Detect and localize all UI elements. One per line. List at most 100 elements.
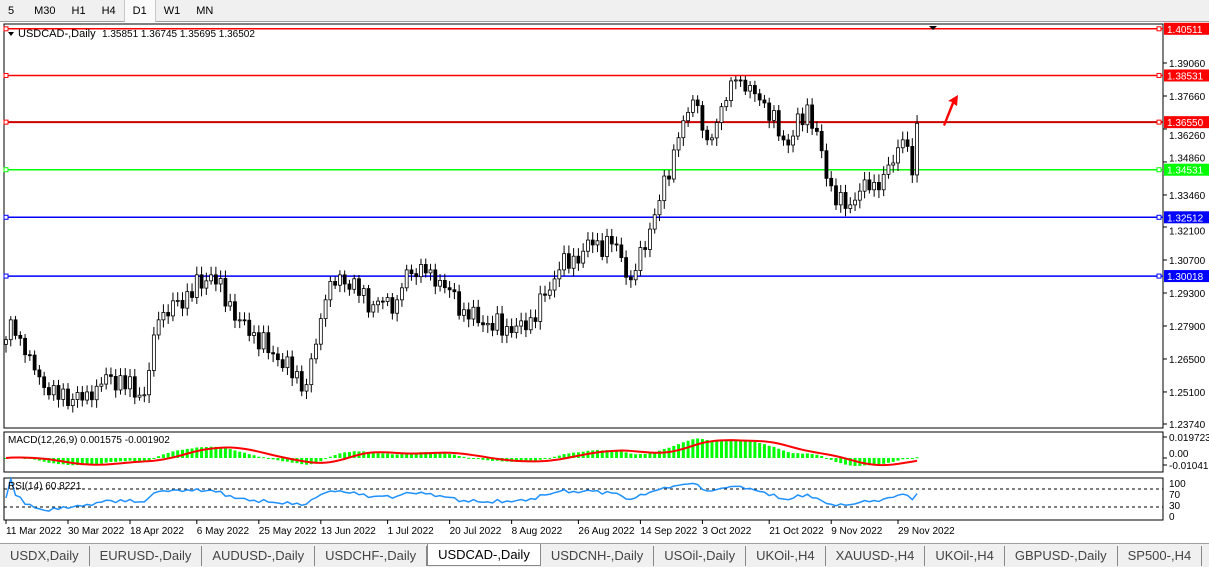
candle-body: [180, 300, 185, 309]
macd-histogram-bar: [805, 453, 809, 458]
macd-histogram-bar: [767, 445, 771, 458]
candle-body: [586, 239, 590, 252]
candle-body: [109, 374, 113, 377]
candle-body: [733, 79, 738, 82]
macd-histogram-bar: [710, 440, 714, 458]
time-tick-label: 14 Sep 2022: [640, 526, 697, 537]
candle-body: [485, 323, 490, 326]
macd-tick-label: 0.00: [1169, 449, 1189, 460]
candle-body: [547, 289, 552, 296]
candle-body: [576, 255, 581, 264]
macd-histogram-bar: [204, 446, 208, 458]
timeframe-h4[interactable]: H4: [101, 5, 116, 17]
price-tick-label: 1.34860: [1169, 154, 1206, 165]
candle-body: [519, 320, 524, 327]
chart-tab[interactable]: SP500-,H4: [1118, 546, 1203, 566]
macd-histogram-bar: [333, 455, 337, 458]
chart-tab[interactable]: USDCHF-,Daily: [315, 546, 428, 566]
chart-tab[interactable]: USDCNH-,Daily: [541, 546, 655, 566]
macd-histogram-bar: [720, 441, 723, 458]
macd-histogram-bar: [529, 458, 533, 462]
chart-tab[interactable]: USOil-,Daily: [654, 546, 747, 566]
candle-body: [624, 257, 628, 278]
chart-tab[interactable]: USDCAD-,Daily: [427, 544, 541, 566]
macd-histogram-bar: [829, 458, 833, 460]
timeframe-m30[interactable]: M30: [34, 5, 56, 17]
candle-body: [237, 319, 242, 322]
macd-histogram-bar: [71, 458, 75, 466]
chart-ohlc-label: 1.35851 1.36745 1.35695 1.36502: [102, 29, 255, 40]
macd-histogram-bar: [390, 454, 394, 458]
chart-tab[interactable]: EURUSD-,Daily: [90, 546, 203, 566]
macd-histogram-bar: [147, 458, 151, 461]
candle-body: [791, 135, 795, 146]
timeframe-w1[interactable]: W1: [163, 5, 181, 17]
candle-body: [333, 280, 338, 286]
macd-tick-label: 0.019723: [1169, 433, 1209, 444]
macd-histogram-bar: [376, 453, 380, 458]
macd-histogram-bar: [161, 454, 165, 458]
candle-body: [299, 371, 304, 392]
macd-histogram-bar: [347, 451, 351, 458]
candle-body: [605, 236, 609, 257]
candle-body: [571, 255, 576, 269]
candle-body: [714, 122, 719, 139]
chart-tab[interactable]: UKOil-,H4: [746, 546, 826, 566]
candle-body: [795, 113, 800, 137]
candle-body: [877, 182, 881, 191]
macd-histogram-bar: [519, 458, 523, 462]
timeframe-5[interactable]: 5: [8, 5, 15, 17]
timeframe-h1[interactable]: H1: [71, 5, 86, 17]
candle-body: [66, 388, 70, 407]
time-tick-label: 30 Mar 2022: [68, 526, 125, 537]
level-price-label: 1.40511: [1167, 25, 1203, 36]
candle-body: [533, 317, 538, 322]
chart-tab[interactable]: USDX,Daily: [0, 546, 90, 566]
candle-body: [104, 374, 109, 385]
candle-body: [290, 356, 295, 379]
macd-histogram-bar: [877, 458, 881, 465]
rsi-tick-label: 30: [1169, 501, 1181, 512]
rsi-panel: [3, 477, 1164, 521]
candle-body: [805, 104, 810, 126]
price-tick-label: 1.37660: [1169, 92, 1206, 103]
candle-body: [385, 297, 390, 302]
macd-histogram-bar: [243, 452, 246, 458]
macd-histogram-bar: [824, 458, 828, 459]
candle-body: [132, 376, 137, 398]
macd-histogram-bar: [214, 446, 218, 458]
timeframe-mn[interactable]: MN: [196, 5, 214, 17]
level-price-badge: [1164, 116, 1209, 129]
candle-body: [56, 385, 61, 400]
macd-histogram-bar: [414, 452, 418, 458]
macd-histogram-bar: [362, 451, 366, 458]
candle-body: [390, 297, 395, 314]
price-chart[interactable]: 1.39060 1.37660 1.36260 1.34860 1.33460 1.321…: [0, 22, 1209, 543]
macd-signal-line: [5, 439, 918, 467]
macd-histogram-bar: [753, 441, 757, 458]
candle-body: [247, 319, 252, 336]
candle-body: [819, 131, 824, 152]
candle-body: [538, 293, 543, 322]
timeframe-d1[interactable]: D1: [123, 0, 156, 22]
macd-histogram-bar: [634, 454, 638, 458]
macd-histogram-bar: [906, 458, 910, 459]
candle-body: [414, 273, 419, 278]
chart-tab[interactable]: AUDUSD-,Daily: [202, 546, 316, 566]
candle-body: [438, 279, 442, 287]
candle-body: [419, 264, 423, 278]
main-panel: [3, 23, 1164, 429]
macd-histogram-bar: [176, 450, 180, 458]
chart-tab[interactable]: GBPUSD-,Daily: [1005, 546, 1118, 566]
time-tick-label: 26 Aug 2022: [578, 526, 635, 537]
candle-body: [686, 111, 691, 122]
macd-histogram-bar: [777, 448, 781, 458]
chart-tab[interactable]: UKOil-,H4: [925, 546, 1005, 566]
candle-body: [85, 391, 89, 401]
chart-tab[interactable]: XAUUSD-,H4: [826, 546, 926, 566]
macd-histogram-bar: [691, 439, 695, 458]
candle-body: [810, 104, 815, 129]
candle-body: [886, 164, 891, 175]
candle-body: [581, 250, 586, 264]
candle-body: [757, 93, 762, 101]
